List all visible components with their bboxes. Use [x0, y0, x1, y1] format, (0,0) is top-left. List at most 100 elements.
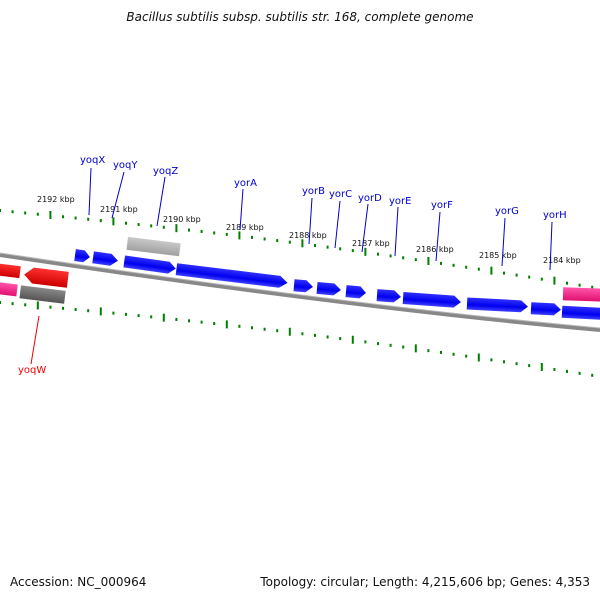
ruler-minor-tick [452, 263, 455, 267]
leader-line-yoqX [88, 167, 92, 216]
ruler-minor-tick [263, 237, 266, 241]
gene-yorB[interactable] [293, 279, 314, 293]
gene-yoqZ[interactable] [126, 236, 181, 257]
gene-label-yorC[interactable]: yorC [329, 189, 352, 200]
ruler-minor-tick [566, 369, 568, 373]
ruler-minor-tick [62, 306, 64, 310]
leader-line-yorG [501, 217, 506, 267]
leader-line-yoqY [111, 171, 125, 219]
ruler-major-tick [225, 320, 228, 329]
ruler-minor-tick [150, 224, 153, 228]
ruler-label: 2189 kbp [226, 223, 264, 232]
gene-label-yorH[interactable]: yorH [543, 210, 567, 221]
ruler-minor-tick [528, 364, 531, 368]
gene-yorF[interactable] [402, 292, 462, 308]
gene-label-yorF[interactable]: yorF [431, 200, 453, 211]
leader-line-yorA [239, 188, 244, 231]
ruler-minor-tick [528, 275, 531, 279]
ruler-minor-tick [0, 301, 1, 304]
gene-label-yoqZ[interactable]: yoqZ [153, 166, 178, 177]
ruler-minor-tick [402, 345, 405, 349]
ruler-label: 2192 kbp [37, 195, 75, 204]
gene-yoqY[interactable] [92, 251, 118, 266]
ruler-minor-tick [578, 283, 581, 287]
leader-line-yorH [549, 221, 553, 271]
ruler-minor-tick [251, 326, 253, 330]
ruler-minor-tick [314, 243, 316, 247]
ruler-minor-tick [503, 271, 505, 275]
gene-label-yorE[interactable]: yorE [389, 196, 411, 207]
ruler-minor-tick [326, 335, 329, 339]
ruler-minor-tick [49, 305, 52, 309]
ruler-major-tick [49, 210, 52, 219]
gene-pink-partial-right[interactable] [562, 287, 600, 302]
ruler-minor-tick [477, 267, 480, 271]
ruler-major-tick [288, 327, 291, 336]
gene-yoqW[interactable] [19, 285, 66, 304]
gene-red-arrow[interactable] [23, 267, 69, 288]
ruler-minor-tick [62, 215, 64, 219]
ruler-minor-tick [0, 209, 1, 212]
ruler-minor-tick [125, 312, 127, 316]
ruler-minor-tick [288, 240, 291, 244]
ruler-label: 2190 kbp [163, 215, 201, 224]
leader-line-yorB [308, 197, 313, 245]
ruler-minor-tick [465, 354, 468, 358]
gene-yorG[interactable] [466, 297, 529, 313]
ruler-label: 2184 kbp [543, 256, 581, 265]
ruler-minor-tick [225, 232, 228, 236]
gene-yorA[interactable] [175, 263, 289, 289]
gene-pink-partial[interactable] [0, 280, 18, 297]
gene-label-yorA[interactable]: yorA [234, 178, 257, 189]
ruler-label: 2185 kbp [479, 251, 517, 260]
gene-blue-partial-right[interactable] [561, 305, 600, 321]
genome-title: Bacillus subtilis subsp. subtilis str. 1… [126, 10, 474, 24]
leader-line-yorF [435, 211, 441, 262]
gene-label-yoqY[interactable]: yoqY [113, 160, 138, 171]
gene-red-partial[interactable] [0, 261, 21, 279]
accession-text: Accession: NC_000964 [10, 575, 147, 589]
ruler-minor-tick [125, 221, 127, 225]
ruler-label: 2188 kbp [289, 231, 327, 240]
ruler-minor-tick [389, 343, 392, 347]
gene-yorD[interactable] [345, 285, 367, 299]
ruler-minor-tick [515, 362, 518, 366]
gene-yoqX[interactable] [74, 249, 91, 263]
gene-yorC[interactable] [316, 281, 342, 296]
ruler-minor-tick [440, 261, 442, 265]
ruler-minor-tick [578, 371, 581, 375]
gene-yorA-upstream[interactable] [123, 255, 176, 274]
ruler-minor-tick [339, 337, 342, 341]
ruler-minor-tick [490, 358, 493, 362]
ruler-minor-tick [591, 373, 594, 377]
ruler-label: 2186 kbp [416, 245, 454, 254]
ruler-minor-tick [389, 254, 392, 258]
ruler-minor-tick [11, 302, 14, 306]
ruler-minor-tick [137, 223, 140, 227]
ruler-minor-tick [263, 327, 266, 331]
ruler-minor-tick [414, 258, 417, 262]
ruler-major-tick [99, 307, 102, 316]
ruler-minor-tick [74, 216, 77, 220]
ruler-minor-tick [503, 360, 505, 364]
ruler-label: 2187 kbp [352, 239, 390, 248]
leader-line-yorD [361, 203, 369, 253]
ruler-minor-tick [188, 228, 190, 232]
ruler-minor-tick [515, 273, 518, 277]
gene-label-yorD[interactable]: yorD [358, 193, 382, 204]
ruler-minor-tick [351, 249, 354, 253]
outer-ruler [0, 209, 594, 289]
ruler-major-tick [175, 224, 178, 233]
gene-yorH[interactable] [530, 302, 562, 316]
ruler-minor-tick [200, 229, 203, 233]
gene-label-yoqW[interactable]: yoqW [18, 365, 46, 376]
ruler-minor-tick [251, 235, 253, 239]
gene-label-yorG[interactable]: yorG [495, 206, 519, 217]
gene-label-yoqX[interactable]: yoqX [80, 155, 105, 166]
ruler-minor-tick [465, 265, 468, 269]
ruler-minor-tick [553, 367, 556, 371]
gene-yorE[interactable] [376, 289, 402, 303]
gene-label-yorB[interactable]: yorB [302, 186, 325, 197]
